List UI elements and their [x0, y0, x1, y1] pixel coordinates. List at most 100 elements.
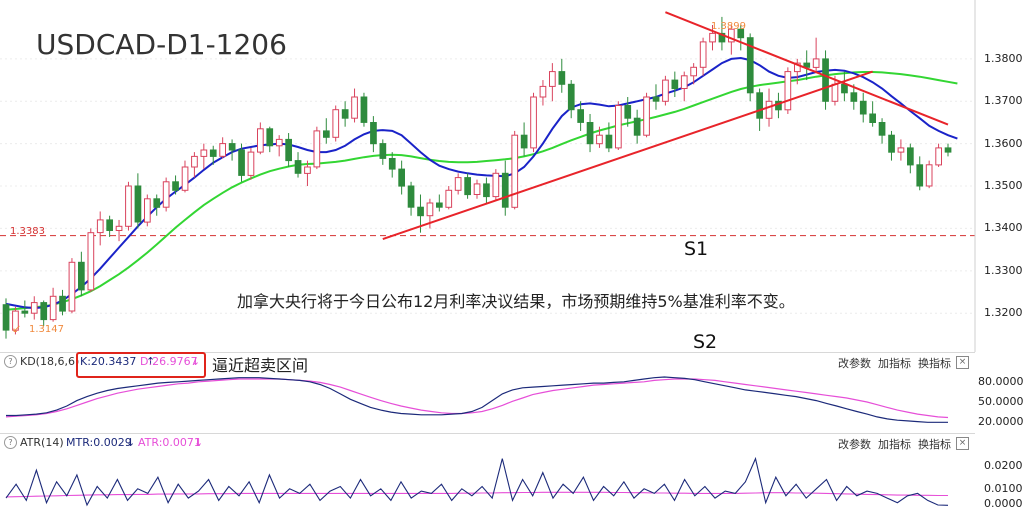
price-tick-label: 1.3500	[984, 179, 1023, 193]
atr-edit-params-button[interactable]: 改参数	[838, 438, 871, 451]
candle-up	[454, 177, 462, 191]
s1-label: S1	[684, 238, 709, 260]
candle-down	[59, 295, 66, 312]
kd-note: 逼近超卖区间	[212, 356, 309, 375]
kd-tick-label: 50.0000	[978, 395, 1024, 408]
candle-up	[765, 100, 773, 119]
help-icon[interactable]: ?	[4, 355, 17, 368]
candle-up	[690, 66, 697, 77]
candle-down	[746, 37, 754, 94]
candle-down	[172, 181, 179, 191]
atr-atr-arrow-icon: ↓	[194, 436, 204, 449]
candle-up	[539, 85, 547, 98]
kd-lines	[5, 376, 949, 423]
candle-up	[125, 185, 132, 227]
candle-down	[398, 168, 405, 187]
candle-down	[624, 105, 632, 119]
candle-up	[351, 96, 358, 119]
candle-down	[605, 134, 613, 149]
candle-down	[803, 62, 811, 68]
kd-switch-indicator-button[interactable]: 换指标	[918, 357, 951, 370]
kd-k-value: K:20.3437	[80, 355, 137, 368]
atr-mtr-line	[5, 456, 949, 507]
high-price-label: 1.3899	[711, 21, 746, 32]
price-tick-label: 1.3700	[984, 94, 1023, 108]
candle-down	[436, 202, 443, 208]
candle-down	[718, 32, 726, 43]
candle-down	[379, 143, 387, 159]
candle-down	[859, 100, 867, 115]
atr-switch-indicator-button[interactable]: 换指标	[918, 438, 951, 451]
kd-panel-header: ? KD(18,6,6) K:20.3437 ↑ 改参数 加指标 换指标 ×	[0, 352, 975, 371]
candle-up	[897, 147, 905, 153]
candle-down	[586, 122, 594, 145]
candle-down	[228, 143, 236, 151]
chart-title: USDCAD-D1-1206	[36, 28, 287, 61]
atr-lines	[5, 456, 949, 507]
candle-up	[709, 32, 716, 43]
candle-up	[181, 166, 189, 191]
candle-down	[238, 149, 245, 176]
price-tick-label: 1.3300	[984, 263, 1023, 277]
atr-panel-header: ? ATR(14) MTR:0.0029 ↓ ATR:0.0071 ↓ 改参数 …	[0, 433, 975, 452]
candle-down	[501, 172, 509, 208]
trend-line	[665, 11, 949, 126]
candle-up	[115, 225, 123, 232]
candle-up	[549, 71, 556, 87]
price-tick-label: 1.3800	[984, 51, 1023, 65]
candle-down	[907, 147, 914, 166]
candle-up	[200, 149, 208, 157]
candle-down	[869, 113, 876, 123]
kd-highlight-box	[76, 352, 206, 378]
candle-down	[483, 183, 490, 198]
candle-down	[633, 117, 641, 136]
candle-up	[699, 41, 707, 68]
candle-down	[323, 130, 330, 138]
candle-up	[445, 189, 453, 208]
kd-edit-params-button[interactable]: 改参数	[838, 357, 871, 370]
candle-up	[473, 183, 481, 195]
candle-up	[596, 134, 603, 145]
kd-d-arrow-icon: ↓	[191, 355, 201, 368]
price-tick-label: 1.3200	[984, 306, 1023, 320]
candle-down	[756, 92, 763, 119]
candle-up	[680, 75, 688, 90]
candle-down	[916, 164, 924, 187]
kd-close-icon[interactable]: ×	[956, 356, 969, 369]
kd-d-line	[5, 378, 949, 419]
candle-down	[944, 147, 952, 153]
price-tick-label: 1.3600	[984, 136, 1023, 150]
candle-up	[162, 181, 170, 208]
kd-tick-label: 20.0000	[978, 415, 1024, 429]
atr-add-indicator-button[interactable]: 加指标	[878, 438, 911, 451]
atr-help-icon[interactable]: ?	[4, 436, 17, 449]
candle-up	[313, 130, 321, 168]
candle-down	[558, 71, 566, 85]
candle-up	[30, 302, 38, 314]
price-tick-label: 1.3400	[984, 221, 1023, 235]
candle-down	[417, 206, 424, 217]
atr-close-icon[interactable]: ×	[956, 437, 969, 450]
candle-down	[370, 122, 377, 145]
low-arrow-icon: ↙	[12, 322, 22, 335]
price-chart-svg	[0, 0, 976, 352]
candle-up	[144, 198, 151, 223]
kd-d-value: D:26.9767	[140, 355, 198, 368]
kd-add-indicator-button[interactable]: 加指标	[878, 357, 911, 370]
s2-label: S2	[693, 331, 718, 353]
candle-down	[209, 149, 217, 157]
candle-down	[388, 158, 396, 170]
candle-down	[21, 310, 29, 314]
kd-indicator-name: KD(18,6,6)	[20, 355, 80, 368]
candle-up	[87, 232, 95, 291]
candle-down	[520, 134, 528, 149]
candle-up	[304, 166, 311, 174]
candle-down	[652, 96, 660, 102]
candle-up	[426, 202, 434, 217]
candle-down	[40, 302, 48, 321]
candle-up	[784, 71, 792, 111]
candle-down	[407, 185, 415, 208]
candle-down	[294, 160, 302, 174]
candle-down	[266, 128, 274, 147]
kd-k-line	[6, 376, 948, 423]
